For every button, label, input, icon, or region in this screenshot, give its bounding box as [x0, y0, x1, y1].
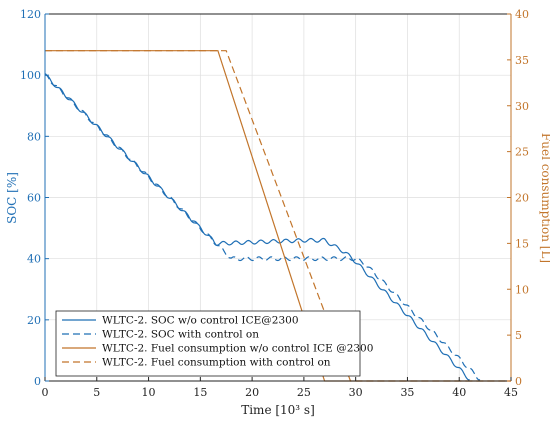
legend-label-soc-solid: WLTC-2. SOC w/o control ICE@2300	[102, 315, 299, 327]
y-tick-label-left: 100	[20, 69, 41, 82]
x-tick-label: 45	[504, 386, 518, 399]
x-tick-label: 40	[452, 386, 466, 399]
series-line-4	[45, 50, 511, 382]
y-tick-label-right: 10	[515, 283, 529, 296]
y-tick-label-right: 40	[515, 8, 529, 21]
x-tick-label: 25	[297, 386, 311, 399]
y-axis-label-right: Fuel consumption [L]	[539, 133, 550, 263]
legend-label-fuel-solid: WLTC-2. Fuel consumption w/o control ICE…	[102, 343, 373, 355]
y-tick-label-right: 20	[515, 192, 529, 205]
y-tick-label-right: 30	[515, 100, 529, 113]
y-axis-label-left: SOC [%]	[5, 172, 19, 224]
x-tick-label: 5	[93, 386, 100, 399]
y-tick-label-left: 60	[27, 192, 41, 205]
legend: WLTC-2. SOC w/o control ICE@2300 WLTC-2.…	[55, 310, 373, 377]
y-tick-label-right: 15	[515, 237, 529, 250]
y-tick-label-right: 5	[515, 329, 522, 342]
x-tick-label: 35	[400, 386, 414, 399]
x-axis-label: Time [10³ s]	[241, 403, 315, 417]
y-tick-label-left: 80	[27, 130, 41, 143]
x-tick-label: 15	[193, 386, 207, 399]
legend-label-soc-dashed: WLTC-2. SOC with control on	[102, 329, 259, 341]
y-tick-label-left: 0	[34, 375, 41, 388]
legend-label-fuel-dashed: WLTC-2. Fuel consumption with control on	[102, 357, 331, 369]
legend-box	[55, 310, 361, 377]
y-tick-label-left: 120	[20, 8, 41, 21]
y-tick-label-right: 25	[515, 146, 529, 159]
series-line-2	[44, 73, 481, 381]
x-tick-label: 0	[42, 386, 49, 399]
x-tick-label: 30	[349, 386, 363, 399]
x-tick-label: 20	[245, 386, 259, 399]
y-tick-label-right: 35	[515, 54, 529, 67]
y-tick-label-left: 40	[27, 253, 41, 266]
ticks: 0 5 10 15 20 25 30 35 40 450204060801001200510152…	[20, 8, 529, 399]
x-tick-label: 10	[142, 386, 156, 399]
y-tick-label-right: 0	[515, 375, 522, 388]
y-tick-label-left: 20	[27, 314, 41, 327]
series-line-1	[45, 74, 470, 381]
